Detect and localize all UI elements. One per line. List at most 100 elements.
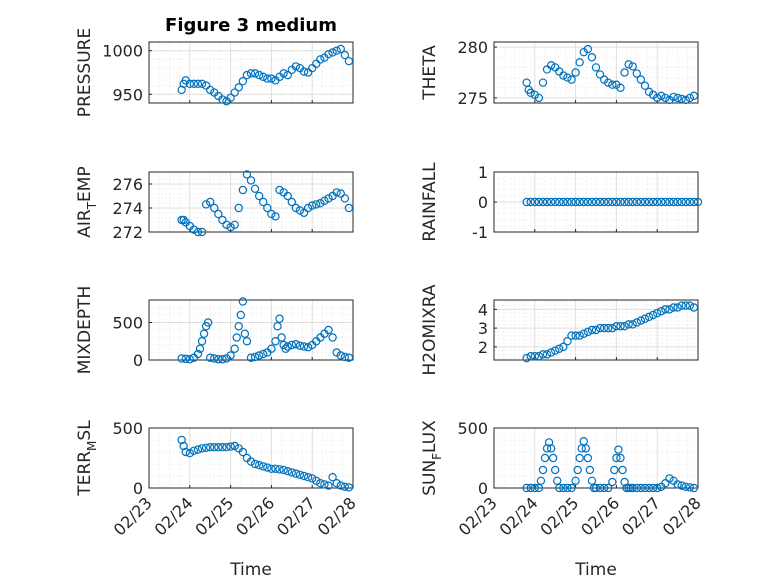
data-point: [234, 83, 243, 92]
data-point: [620, 197, 629, 207]
y-tick-label: 500: [112, 419, 143, 438]
data-point: [291, 469, 301, 478]
data-point: [546, 348, 556, 357]
y-tick-label: 0: [478, 193, 488, 212]
data-point: [661, 93, 670, 103]
data-point: [254, 461, 264, 470]
data-point: [616, 453, 625, 463]
data-point: [618, 465, 627, 475]
data-point: [324, 50, 333, 59]
data-point: [628, 483, 637, 493]
data-point: [210, 443, 219, 452]
data-point: [563, 337, 572, 346]
x-tick-label: 02/27: [618, 493, 664, 539]
data-point: [230, 88, 239, 97]
data-point: [636, 483, 646, 493]
data-point: [324, 325, 333, 335]
data-point: [665, 197, 674, 207]
data-point: [254, 70, 264, 80]
data-point: [295, 206, 305, 215]
y-axis-label: PRESSURE: [75, 28, 95, 117]
data-point: [197, 79, 207, 89]
data-point: [263, 74, 272, 83]
data-point: [689, 303, 699, 312]
data-point: [571, 68, 580, 77]
data-point: [612, 197, 621, 207]
x-tick-label: 02/25: [536, 493, 582, 539]
data-point: [197, 227, 207, 237]
x-axis-label: Time: [229, 560, 272, 580]
subplot-7: 0 500 TERRMSL 02/2302/2402/2502/2602/2702/2…: [75, 419, 360, 580]
data-point: [640, 483, 650, 493]
subplot-2: 275 280 THETA: [420, 38, 699, 108]
data-point: [559, 71, 568, 80]
data-point: [242, 70, 252, 80]
data-point: [559, 342, 568, 352]
data-point: [250, 352, 260, 362]
y-tick-label: 280: [457, 38, 488, 57]
data-point: [246, 457, 256, 466]
data-point: [628, 320, 637, 329]
data-point: [205, 197, 215, 207]
figure-title: Figure 3 medium: [165, 15, 337, 36]
data-point: [608, 477, 617, 487]
data-point: [648, 197, 658, 207]
axes-box: [493, 299, 699, 361]
data-point: [240, 329, 250, 338]
data-point: [232, 333, 241, 342]
data-point: [340, 194, 350, 203]
data-point: [287, 468, 296, 477]
data-point: [640, 197, 650, 207]
x-axis-label: Time: [574, 560, 617, 580]
data-point: [246, 353, 256, 362]
data-point: [551, 346, 560, 355]
data-point: [316, 198, 325, 208]
data-point: [689, 197, 699, 207]
y-tick-label: 500: [112, 314, 143, 333]
x-tick-label: 02/28: [659, 493, 705, 539]
data-point: [332, 188, 341, 197]
data-point: [636, 197, 646, 207]
data-point: [632, 197, 642, 207]
data-point: [551, 465, 560, 475]
data-point: [210, 354, 219, 363]
data-point: [336, 44, 345, 54]
data-point: [238, 77, 248, 86]
data-point: [259, 349, 268, 359]
data-point: [530, 197, 540, 207]
data-point: [604, 197, 613, 207]
data-point: [632, 69, 642, 78]
data-point: [653, 93, 662, 103]
data-point: [254, 191, 264, 201]
data-point: [299, 208, 309, 217]
data-point: [526, 88, 535, 98]
data-point: [267, 464, 276, 473]
data-point: [526, 483, 535, 493]
data-point: [583, 197, 593, 207]
data-point: [612, 453, 621, 463]
data-point: [283, 342, 292, 351]
data-point: [263, 203, 272, 213]
data-point: [551, 197, 560, 207]
data-point: [555, 197, 564, 207]
data-point: [185, 449, 194, 458]
data-point: [181, 447, 190, 457]
data-point: [644, 197, 654, 207]
data-point: [610, 465, 619, 475]
data-point: [591, 197, 601, 207]
data-point: [205, 443, 215, 452]
data-point: [193, 227, 203, 237]
y-tick-label: 274: [112, 199, 143, 218]
data-point: [336, 189, 345, 198]
x-tick-label: 02/24: [151, 493, 197, 539]
y-axis-label: RAINFALL: [420, 162, 440, 242]
y-tick-label: -1: [472, 223, 488, 242]
data-point: [295, 470, 305, 479]
data-point: [332, 46, 341, 55]
y-tick-label: 0: [133, 479, 143, 498]
y-tick-label: 4: [478, 300, 488, 319]
x-tick-label: 02/23: [110, 493, 156, 539]
data-point: [316, 55, 325, 64]
data-point: [259, 462, 268, 471]
